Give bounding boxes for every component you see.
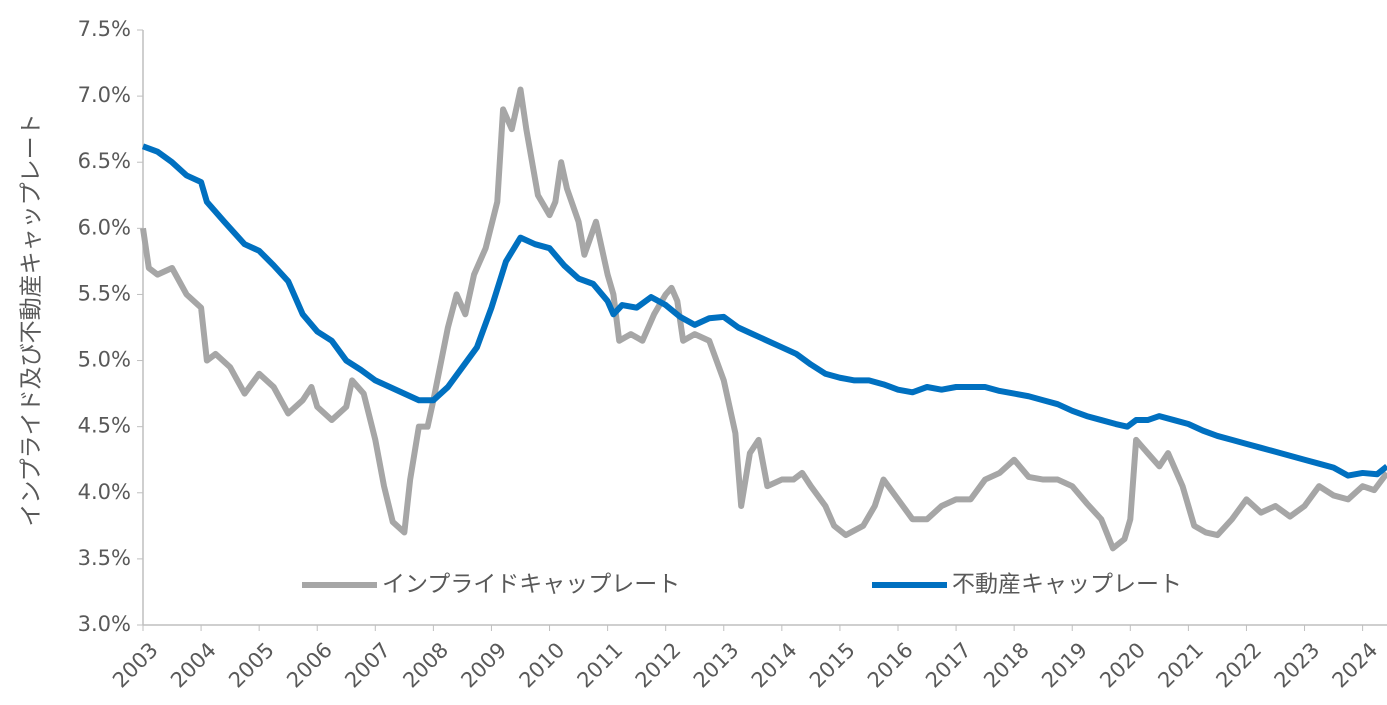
y-tick-label: 6.5% [78,149,131,173]
x-tick-label: 2012 [631,638,686,693]
x-tick-label: 2021 [1153,638,1208,693]
x-tick-label: 2003 [108,638,163,693]
x-tick-label: 2016 [863,638,918,693]
x-tick-label: 2022 [1211,638,1266,693]
x-tick-label: 2008 [398,638,453,693]
y-tick-label: 4.5% [78,414,131,438]
x-tick-label: 2019 [1037,638,1092,693]
x-tick-label: 2023 [1270,638,1325,693]
y-tick-label: 3.0% [78,612,131,636]
x-tick-label: 2007 [340,638,395,693]
x-tick-label: 2017 [921,638,976,693]
x-tick-label: 2014 [747,638,802,693]
x-tick-label: 2009 [456,638,511,693]
y-tick-label: 5.0% [78,348,131,372]
x-tick-label: 2006 [282,638,337,693]
series-line [140,86,1387,552]
legend-label: 不動産キャップレート [952,572,1182,598]
y-tick-label: 5.5% [78,281,131,305]
x-tick-label: 2004 [166,638,221,693]
y-axis-label: インプライド及び不動産キャップレート [19,113,45,526]
y-tick-label: 6.0% [78,215,131,239]
legend-label: インプライドキャップレート [382,572,680,598]
x-tick-label: 2005 [224,638,279,693]
x-tick-label: 2010 [515,638,570,693]
x-tick-label: 2020 [1095,638,1150,693]
y-tick-label: 7.5% [78,17,131,41]
series-line [141,143,1387,479]
x-tick-label: 2013 [689,638,744,693]
y-tick-label: 7.0% [78,83,131,107]
y-tick-label: 3.5% [78,546,131,570]
x-tick-label: 2015 [805,638,860,693]
y-tick-label: 4.0% [78,480,131,504]
x-tick-label: 2011 [573,638,628,693]
x-tick-label: 2018 [979,638,1034,693]
x-tick-label: 2024 [1328,638,1383,693]
